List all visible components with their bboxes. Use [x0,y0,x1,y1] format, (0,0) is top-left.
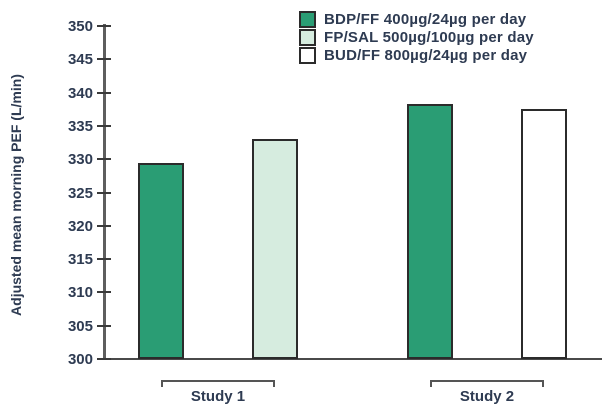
y-axis-tick-label: 335 [67,117,93,135]
group-bracket-end [542,380,544,387]
y-axis-tick-label: 320 [67,217,93,235]
bar-study-2-series-2 [521,108,567,359]
legend-item-2: BUD/FF 800µg/24µg per day [299,46,534,64]
y-axis-tick-label: 325 [67,184,93,202]
legend-item-0: BDP/FF 400µg/24µg per day [299,10,534,28]
y-axis-tick-label: 310 [67,284,93,302]
y-axis-tick-label: 315 [67,251,93,269]
y-axis-tick [97,25,111,27]
group-label-study-2: Study 2 [459,388,515,405]
y-axis-tick [97,58,111,61]
y-axis-tick-label: 350 [67,18,93,35]
legend-item-label: BUD/FF 800µg/24µg per day [324,46,528,64]
y-axis-tick [97,258,111,261]
y-axis-tick [97,158,111,161]
y-axis-label: Adjusted mean morning PEF (L/min) [8,74,24,316]
bar-study-1-series-0 [138,162,184,359]
y-axis-tick-label: 340 [67,84,93,102]
legend-swatch-icon [299,28,316,46]
y-axis-tick [97,191,111,194]
bar-study-1-series-1 [252,139,298,359]
y-axis-tick-label: 345 [67,51,93,69]
y-axis-tick [97,224,111,227]
y-axis-tick [97,91,111,94]
y-axis-tick [97,358,111,360]
group-bracket [430,380,544,382]
y-axis-tick-label: 330 [67,151,93,169]
group-bracket-end [161,380,163,387]
bar-study-2-series-0 [407,103,453,359]
group-bracket-end [430,380,432,387]
group-bracket-end [273,380,275,387]
y-axis-tick-label: 300 [67,351,93,368]
y-axis-tick-label: 305 [67,317,93,335]
legend: BDP/FF 400µg/24µg per day FP/SAL 500µg/10… [299,10,534,64]
legend-item-label: FP/SAL 500µg/100µg per day [324,28,534,46]
legend-swatch-icon [299,10,316,28]
legend-swatch-icon [299,46,316,64]
group-label-study-1: Study 1 [190,388,246,405]
y-axis-tick [97,324,111,327]
legend-item-label: BDP/FF 400µg/24µg per day [324,10,527,28]
y-axis-tick [97,124,111,127]
y-axis-tick [97,291,111,294]
x-axis-line [103,358,602,360]
legend-item-1: FP/SAL 500µg/100µg per day [299,28,534,46]
group-bracket [161,380,275,382]
